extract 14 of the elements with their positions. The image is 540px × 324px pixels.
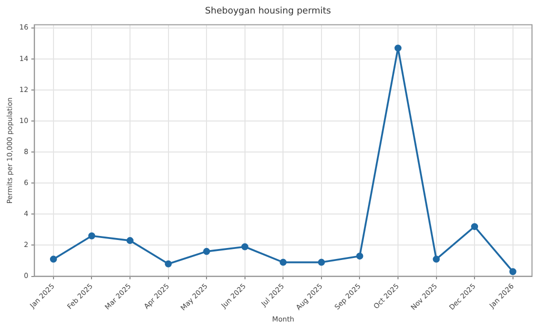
point — [50, 256, 57, 263]
chart-title: Sheboygan housing permits — [205, 6, 332, 17]
point — [471, 223, 478, 230]
point — [280, 258, 287, 266]
point — [432, 256, 440, 263]
point — [241, 243, 248, 250]
point — [203, 248, 210, 255]
point — [164, 260, 172, 268]
point — [88, 232, 96, 240]
point — [126, 237, 134, 244]
point — [394, 44, 402, 52]
point — [318, 258, 325, 266]
point — [509, 268, 516, 276]
point — [356, 252, 364, 260]
